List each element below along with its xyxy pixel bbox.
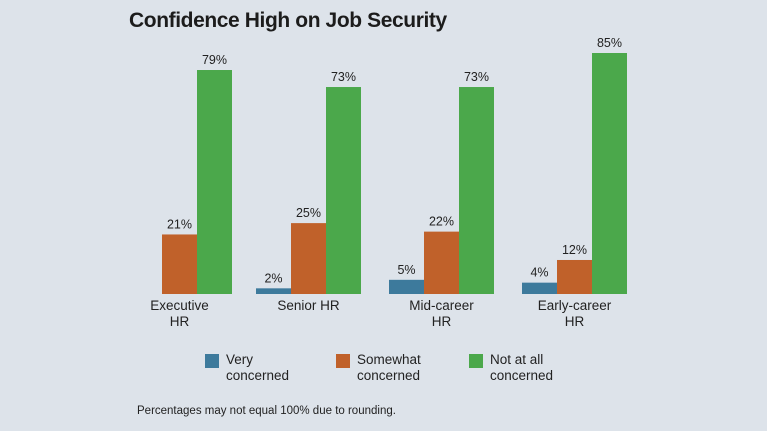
data-label: 85% bbox=[597, 36, 622, 50]
data-label: 79% bbox=[202, 53, 227, 67]
category-label: Senior HR bbox=[277, 298, 340, 313]
bar bbox=[162, 234, 197, 294]
legend-item-very-concerned: Very concerned bbox=[205, 352, 326, 384]
data-label: 22% bbox=[429, 215, 454, 229]
legend-label: Very concerned bbox=[226, 352, 290, 383]
legend-swatch bbox=[205, 354, 219, 368]
legend-swatch bbox=[336, 354, 350, 368]
bar bbox=[522, 282, 557, 294]
legend-item-somewhat-concerned: Somewhat concerned bbox=[336, 352, 457, 384]
category-label: Executive bbox=[150, 298, 209, 313]
data-label: 2% bbox=[264, 271, 282, 285]
data-label: 4% bbox=[530, 266, 548, 280]
category-label: Early-career bbox=[538, 298, 612, 313]
data-label: 73% bbox=[464, 70, 489, 84]
chart-legend: Very concerned Somewhat concerned Not at… bbox=[0, 352, 767, 392]
bar bbox=[256, 288, 291, 294]
data-label: 21% bbox=[167, 217, 192, 231]
legend-item-not-at-all-concerned: Not at all concerned bbox=[469, 352, 590, 384]
bar bbox=[592, 53, 627, 294]
bar bbox=[424, 231, 459, 294]
bar bbox=[197, 70, 232, 294]
bar bbox=[389, 279, 424, 294]
chart-title: Confidence High on Job Security bbox=[129, 9, 447, 32]
data-label: 25% bbox=[296, 206, 321, 220]
category-label: HR bbox=[170, 314, 190, 329]
bar bbox=[326, 87, 361, 294]
legend-label: Not at all concerned bbox=[490, 352, 554, 383]
data-label: 73% bbox=[331, 70, 356, 84]
footnote: Percentages may not equal 100% due to ro… bbox=[137, 405, 396, 417]
legend-label: Somewhat concerned bbox=[357, 352, 421, 383]
data-label: 12% bbox=[562, 243, 587, 257]
category-label: HR bbox=[432, 314, 452, 329]
bar bbox=[459, 87, 494, 294]
category-label: HR bbox=[565, 314, 585, 329]
bar bbox=[291, 223, 326, 294]
data-label: 5% bbox=[397, 263, 415, 277]
category-label: Mid-career bbox=[409, 298, 474, 313]
legend-swatch bbox=[469, 354, 483, 368]
bar bbox=[557, 259, 592, 294]
